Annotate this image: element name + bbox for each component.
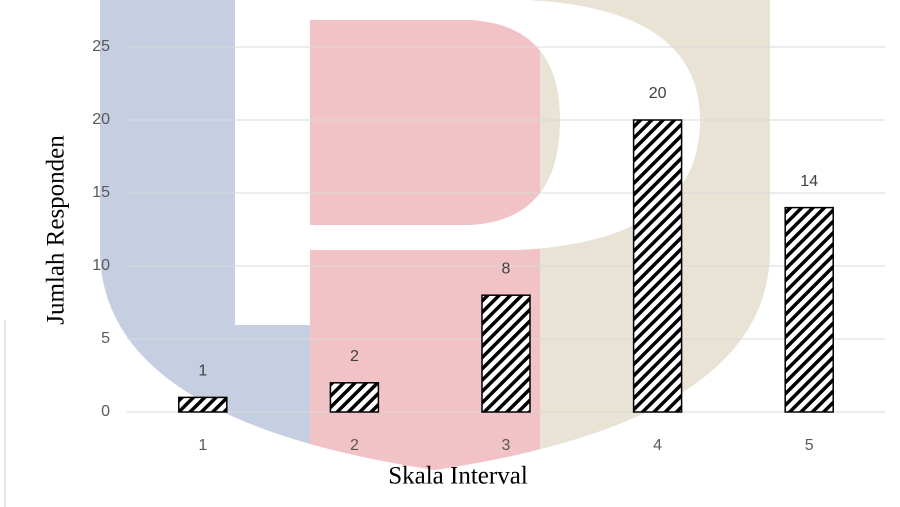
x-tick-label: 3: [502, 437, 511, 454]
x-tick-label: 2: [350, 437, 359, 454]
x-tick-label: 4: [653, 437, 662, 454]
x-axis-title: Skala Interval: [388, 463, 528, 490]
bar: [784, 206, 834, 413]
value-label: 1: [198, 363, 207, 380]
value-label: 14: [800, 173, 818, 190]
bar: [178, 396, 228, 413]
bar: [329, 382, 380, 413]
y-tick-label: 0: [101, 403, 110, 420]
bar: [481, 294, 531, 413]
value-label: 20: [649, 85, 667, 102]
y-tick-label: 20: [92, 111, 110, 128]
y-tick-label: 5: [101, 330, 110, 347]
watermark: [100, 0, 770, 470]
y-tick-label: 10: [92, 257, 110, 274]
value-label: 2: [350, 348, 359, 365]
y-tick-label: 25: [92, 38, 110, 55]
y-tick-label: 15: [92, 184, 110, 201]
x-tick-label: 5: [805, 437, 814, 454]
bar: [632, 119, 683, 413]
value-label: 8: [502, 260, 511, 277]
x-tick-label: 1: [198, 437, 207, 454]
y-axis-title: Jumlah Responden: [43, 135, 70, 325]
